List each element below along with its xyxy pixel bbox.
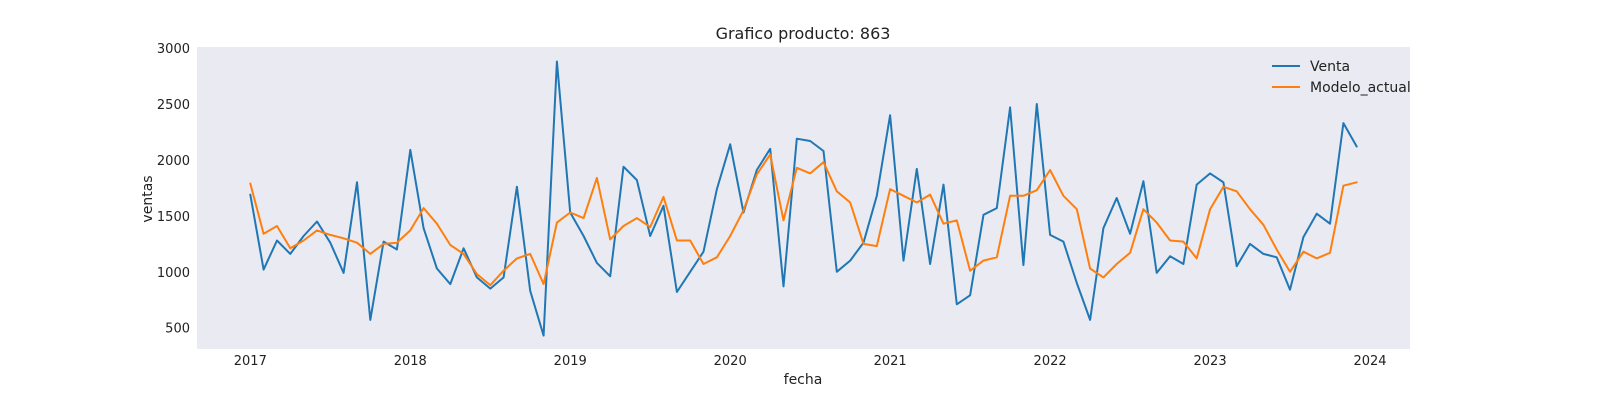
y-tick-label: 500 (165, 322, 190, 337)
x-tick-label: 2017 (234, 354, 267, 369)
x-axis-ticks: 2017 2018 2019 2020 2021 2022 2023 2024 (234, 354, 1387, 369)
y-tick-label: 1500 (157, 210, 190, 225)
legend-label: Modelo_actual (1310, 80, 1411, 96)
y-tick-label: 2000 (157, 154, 190, 169)
series-lines (249, 60, 1358, 337)
legend-item: Modelo_actual (1272, 80, 1411, 96)
chart-title: Grafico producto: 863 (716, 24, 891, 43)
series-line-modelo-actual (249, 153, 1358, 287)
x-tick-label: 2024 (1353, 354, 1386, 369)
legend-item: Venta (1272, 59, 1350, 75)
y-tick-label: 2500 (157, 98, 190, 113)
x-tick-label: 2020 (714, 354, 747, 369)
x-tick-label: 2021 (874, 354, 907, 369)
legend: Venta Modelo_actual (1272, 59, 1411, 96)
x-tick-label: 2022 (1034, 354, 1067, 369)
y-tick-label: 3000 (157, 42, 190, 57)
x-axis-label: fecha (784, 372, 823, 388)
x-tick-label: 2023 (1194, 354, 1227, 369)
y-tick-label: 1000 (157, 266, 190, 281)
legend-label: Venta (1310, 59, 1350, 75)
series-line-venta (249, 60, 1358, 337)
y-axis-ticks: 500 1000 1500 2000 2500 3000 (157, 42, 190, 337)
x-tick-label: 2018 (394, 354, 427, 369)
plot-area (197, 47, 1410, 349)
y-axis-label: ventas (140, 175, 156, 222)
x-tick-label: 2019 (554, 354, 587, 369)
